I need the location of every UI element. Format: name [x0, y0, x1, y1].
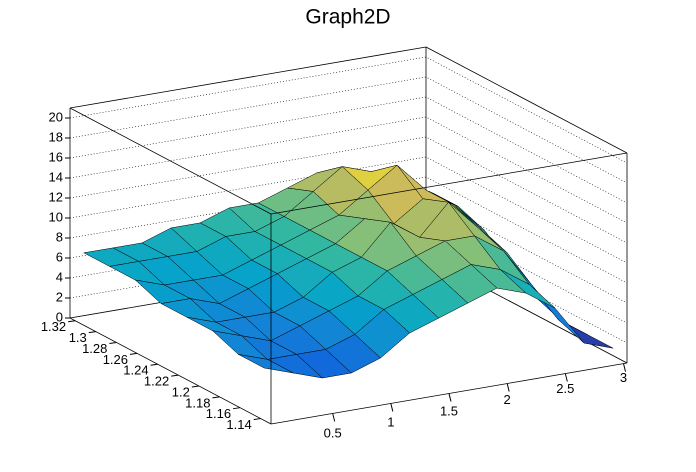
y-tick-label: 1.3 — [69, 330, 87, 345]
y-tick — [191, 385, 199, 388]
x-tick-label: 1 — [387, 415, 394, 430]
z-tick-label: 18 — [49, 129, 63, 144]
surface-patch — [238, 354, 294, 374]
y-tick-label: 1.32 — [41, 319, 66, 334]
x-tick-label: 3 — [620, 370, 627, 385]
grid-line — [69, 56, 628, 164]
x-tick — [623, 363, 626, 372]
x-tick — [564, 373, 568, 382]
grid-line — [69, 116, 628, 224]
z-tick-label: 6 — [56, 249, 63, 264]
y-tick — [212, 396, 220, 399]
z-tick-label: 14 — [49, 169, 63, 184]
x-tick-label: 2.5 — [556, 381, 574, 396]
y-tick — [233, 407, 241, 410]
y-tick-label: 1.16 — [206, 406, 231, 421]
x-tick — [448, 393, 452, 402]
y-tick — [68, 320, 76, 323]
x-tick — [506, 383, 510, 392]
grid-line — [69, 156, 628, 264]
y-tick-label: 1.26 — [103, 352, 128, 367]
grid-line — [69, 136, 628, 244]
box-edge — [69, 107, 272, 215]
box-edge — [69, 46, 427, 109]
x-tick-label: 0.5 — [324, 426, 342, 441]
x-tick-label: 1.5 — [440, 403, 458, 418]
y-tick — [109, 341, 117, 344]
y-tick-label: 1.14 — [226, 417, 251, 432]
y-tick — [171, 374, 179, 377]
y-tick — [88, 331, 96, 334]
box-edge — [425, 46, 628, 154]
y-tick — [253, 418, 261, 421]
y-tick-label: 1.2 — [172, 384, 190, 399]
chart-title: Graph2D — [305, 6, 390, 29]
box-edge — [69, 317, 272, 425]
x-tick-label: 2 — [504, 392, 511, 407]
z-tick-label: 16 — [49, 149, 63, 164]
box-edge — [270, 152, 628, 215]
z-tick-label: 0 — [56, 309, 63, 324]
z-tick-label: 2 — [56, 289, 63, 304]
y-tick-label: 1.18 — [185, 395, 210, 410]
grid-line — [69, 176, 628, 284]
z-tick-label: 8 — [56, 229, 63, 244]
grid-line — [69, 96, 628, 204]
y-tick-label: 1.28 — [82, 341, 107, 356]
x-tick — [332, 413, 336, 422]
z-tick-label: 20 — [49, 109, 63, 124]
z-tick-label: 10 — [49, 209, 63, 224]
z-tick-label: 4 — [56, 269, 63, 284]
y-tick-label: 1.22 — [144, 374, 169, 389]
x-tick — [390, 403, 394, 412]
y-tick — [129, 352, 138, 355]
grid-line — [69, 76, 628, 184]
z-tick-label: 12 — [49, 189, 63, 204]
y-tick-label: 1.24 — [123, 363, 148, 378]
y-tick — [150, 363, 158, 366]
